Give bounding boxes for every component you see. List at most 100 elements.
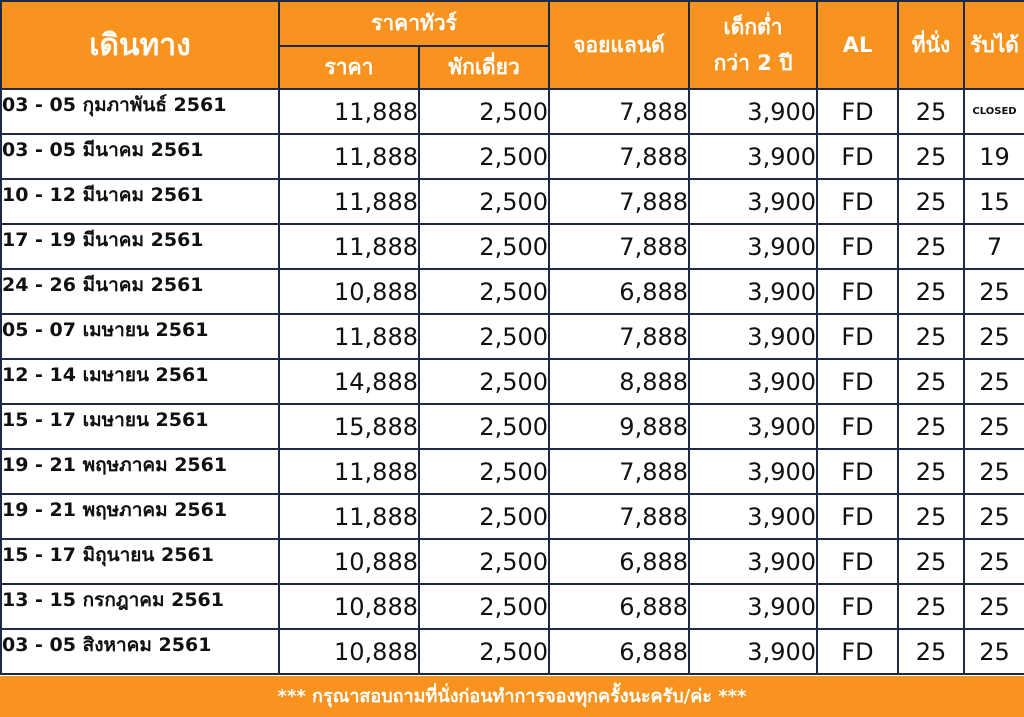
airline-cell: FD bbox=[816, 88, 900, 135]
available-cell: 25 bbox=[963, 268, 1024, 315]
airline-cell: FD bbox=[816, 583, 900, 630]
header-join-land: จอยแลนด์ bbox=[548, 0, 691, 90]
date-cell: 13 - 15 กรกฎาคม 2561 bbox=[0, 583, 280, 630]
seats-cell: 25 bbox=[897, 133, 966, 180]
single-supplement-cell: 2,500 bbox=[417, 88, 551, 135]
price-cell: 11,888 bbox=[278, 313, 420, 360]
price-cell: 14,888 bbox=[278, 358, 420, 405]
table-row: 19 - 21 พฤษภาคม 2561 11,888 2,500 7,888 3,90… bbox=[0, 493, 1024, 540]
price-cell: 11,888 bbox=[278, 133, 420, 180]
price-cell: 15,888 bbox=[278, 403, 420, 450]
header-child-price: เด็กต่ำ กว่า 2 ปี bbox=[688, 0, 819, 90]
header-airline: AL bbox=[816, 0, 900, 90]
date-cell: 19 - 21 พฤษภาคม 2561 bbox=[0, 493, 280, 540]
available-cell: 25 bbox=[963, 538, 1024, 585]
seats-cell: 25 bbox=[897, 268, 966, 315]
seats-cell: 25 bbox=[897, 358, 966, 405]
date-cell: 15 - 17 มิถุนายน 2561 bbox=[0, 538, 280, 585]
available-cell: 25 bbox=[963, 358, 1024, 405]
header-travel-date: เดินทาง bbox=[0, 0, 280, 90]
date-cell: 12 - 14 เมษายน 2561 bbox=[0, 358, 280, 405]
seats-cell: 25 bbox=[897, 628, 966, 675]
header-seats: ที่นั่ง bbox=[897, 0, 966, 90]
join-land-cell: 7,888 bbox=[548, 313, 691, 360]
table-row: 03 - 05 สิงหาคม 2561 10,888 2,500 6,888 3,90… bbox=[0, 628, 1024, 675]
seats-cell: 25 bbox=[897, 313, 966, 360]
child-price-cell: 3,900 bbox=[688, 538, 819, 585]
join-land-cell: 7,888 bbox=[548, 133, 691, 180]
single-supplement-cell: 2,500 bbox=[417, 223, 551, 270]
table-row: 03 - 05 มีนาคม 2561 11,888 2,500 7,888 3,900… bbox=[0, 133, 1024, 180]
join-land-cell: 7,888 bbox=[548, 493, 691, 540]
child-price-cell: 3,900 bbox=[688, 268, 819, 315]
footer-notice: *** กรุณาสอบถามที่นั่งก่อนทำการจองทุกครั… bbox=[0, 676, 1024, 717]
price-cell: 11,888 bbox=[278, 493, 420, 540]
available-cell: CLOSED bbox=[963, 88, 1024, 135]
child-price-cell: 3,900 bbox=[688, 583, 819, 630]
available-cell: 25 bbox=[963, 628, 1024, 675]
header-child-line2: กว่า 2 ปี bbox=[713, 51, 793, 75]
date-cell: 03 - 05 สิงหาคม 2561 bbox=[0, 628, 280, 675]
single-supplement-cell: 2,500 bbox=[417, 133, 551, 180]
single-supplement-cell: 2,500 bbox=[417, 583, 551, 630]
table-row: 12 - 14 เมษายน 2561 14,888 2,500 8,888 3,900… bbox=[0, 358, 1024, 405]
child-price-cell: 3,900 bbox=[688, 448, 819, 495]
table-row: 15 - 17 มิถุนายน 2561 10,888 2,500 6,888 3,9… bbox=[0, 538, 1024, 585]
date-cell: 03 - 05 กุมภาพันธ์ 2561 bbox=[0, 88, 280, 135]
header-single-supplement: พักเดี่ยว bbox=[417, 45, 551, 90]
single-supplement-cell: 2,500 bbox=[417, 268, 551, 315]
seats-cell: 25 bbox=[897, 448, 966, 495]
date-cell: 10 - 12 มีนาคม 2561 bbox=[0, 178, 280, 225]
child-price-cell: 3,900 bbox=[688, 403, 819, 450]
price-cell: 10,888 bbox=[278, 538, 420, 585]
single-supplement-cell: 2,500 bbox=[417, 538, 551, 585]
header-price: ราคา bbox=[278, 45, 420, 90]
child-price-cell: 3,900 bbox=[688, 628, 819, 675]
single-supplement-cell: 2,500 bbox=[417, 178, 551, 225]
available-cell: 25 bbox=[963, 448, 1024, 495]
join-land-cell: 7,888 bbox=[548, 178, 691, 225]
airline-cell: FD bbox=[816, 268, 900, 315]
seats-cell: 25 bbox=[897, 583, 966, 630]
seats-cell: 25 bbox=[897, 493, 966, 540]
single-supplement-cell: 2,500 bbox=[417, 493, 551, 540]
airline-cell: FD bbox=[816, 538, 900, 585]
seats-cell: 25 bbox=[897, 88, 966, 135]
join-land-cell: 9,888 bbox=[548, 403, 691, 450]
join-land-cell: 6,888 bbox=[548, 268, 691, 315]
single-supplement-cell: 2,500 bbox=[417, 358, 551, 405]
airline-cell: FD bbox=[816, 448, 900, 495]
available-cell: 7 bbox=[963, 223, 1024, 270]
table-row: 10 - 12 มีนาคม 2561 11,888 2,500 7,888 3,900… bbox=[0, 178, 1024, 225]
join-land-cell: 8,888 bbox=[548, 358, 691, 405]
header-available: รับได้ bbox=[963, 0, 1024, 90]
available-cell: 25 bbox=[963, 313, 1024, 360]
table-body: 03 - 05 กุมภาพันธ์ 2561 11,888 2,500 7,888 3… bbox=[0, 88, 1024, 675]
child-price-cell: 3,900 bbox=[688, 313, 819, 360]
single-supplement-cell: 2,500 bbox=[417, 403, 551, 450]
child-price-cell: 3,900 bbox=[688, 493, 819, 540]
airline-cell: FD bbox=[816, 403, 900, 450]
date-cell: 03 - 05 มีนาคม 2561 bbox=[0, 133, 280, 180]
table-row: 05 - 07 เมษายน 2561 11,888 2,500 7,888 3,900… bbox=[0, 313, 1024, 360]
single-supplement-cell: 2,500 bbox=[417, 448, 551, 495]
child-price-cell: 3,900 bbox=[688, 88, 819, 135]
available-cell: 25 bbox=[963, 403, 1024, 450]
table-row: 17 - 19 มีนาคม 2561 11,888 2,500 7,888 3,900… bbox=[0, 223, 1024, 270]
seats-cell: 25 bbox=[897, 178, 966, 225]
seats-cell: 25 bbox=[897, 403, 966, 450]
available-cell: 19 bbox=[963, 133, 1024, 180]
seats-cell: 25 bbox=[897, 223, 966, 270]
price-cell: 11,888 bbox=[278, 178, 420, 225]
header-child-line1: เด็กต่ำ bbox=[723, 15, 783, 39]
price-cell: 11,888 bbox=[278, 223, 420, 270]
seats-cell: 25 bbox=[897, 538, 966, 585]
airline-cell: FD bbox=[816, 313, 900, 360]
price-cell: 11,888 bbox=[278, 448, 420, 495]
date-cell: 19 - 21 พฤษภาคม 2561 bbox=[0, 448, 280, 495]
tour-price-table: เดินทาง ราคาทัวร์ จอยแลนด์ เด็กต่ำ กว่า … bbox=[0, 0, 1024, 675]
table-row: 03 - 05 กุมภาพันธ์ 2561 11,888 2,500 7,888 3… bbox=[0, 88, 1024, 135]
price-cell: 10,888 bbox=[278, 583, 420, 630]
available-cell: 25 bbox=[963, 493, 1024, 540]
